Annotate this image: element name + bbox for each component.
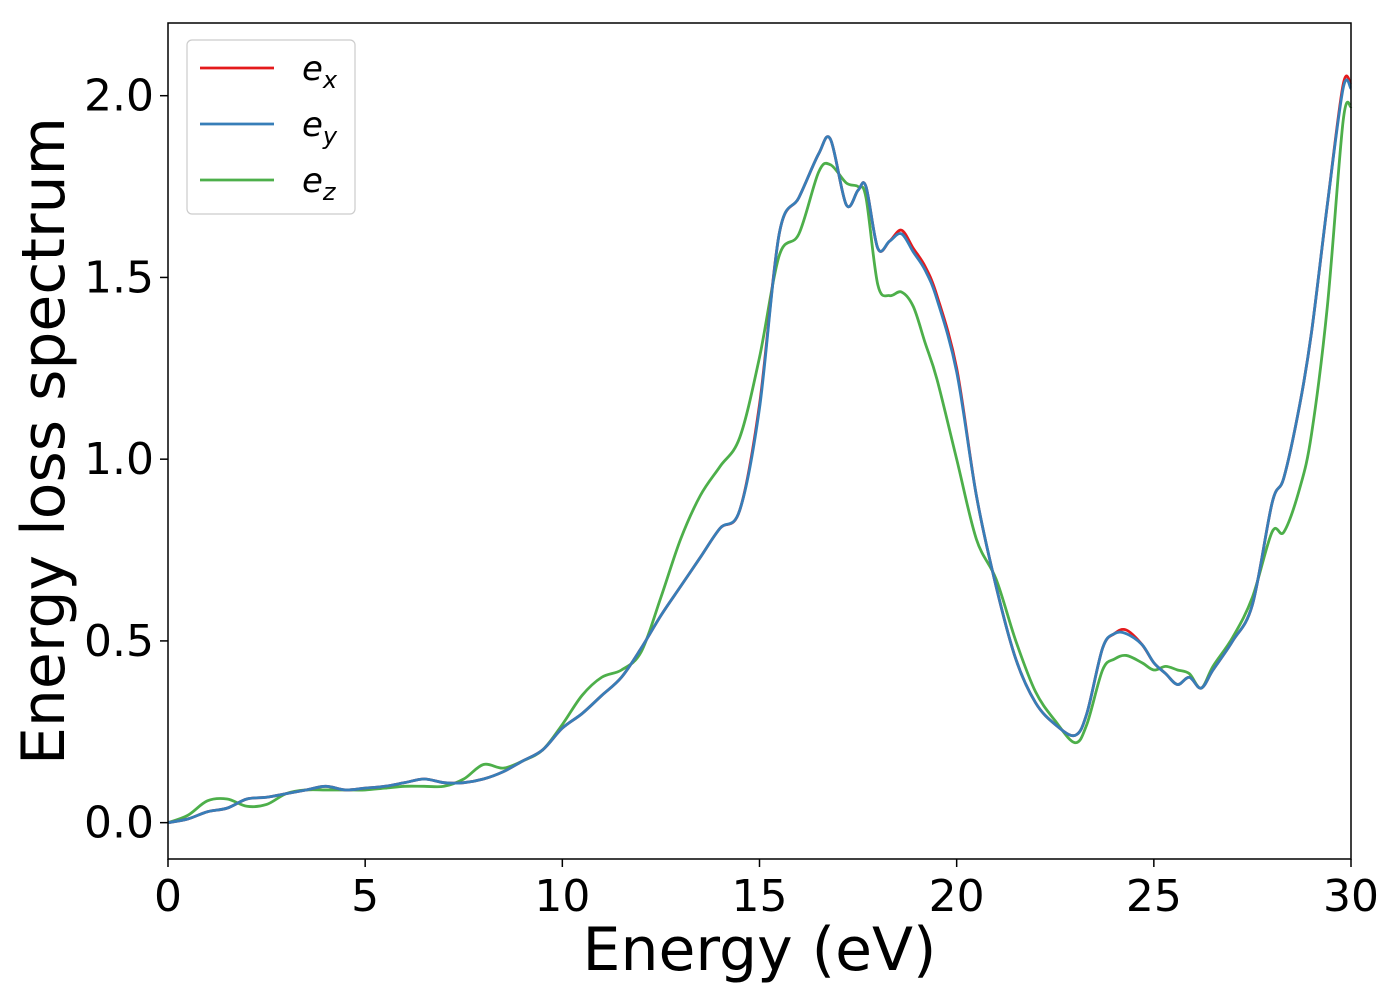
x-tick-label: 30 <box>1323 871 1379 922</box>
legend-frame <box>186 39 356 215</box>
legend-label-x: ex <box>302 49 338 94</box>
series-layer <box>167 74 1353 825</box>
x-tick-label: 15 <box>732 871 788 922</box>
x-tick-label: 25 <box>1126 871 1182 922</box>
x-tick-label: 0 <box>154 871 182 922</box>
x-axis-label: Energy (eV) <box>583 915 937 985</box>
legend: ex ey ez <box>186 39 356 215</box>
legend-label-y: ey <box>302 105 338 150</box>
x-tick-label: 20 <box>929 871 985 922</box>
series-line-z <box>167 100 1353 824</box>
legend-items: ex ey ez <box>200 49 338 206</box>
x-tick-label: 5 <box>351 871 379 922</box>
y-tick-label: 0.5 <box>84 616 154 667</box>
y-axis-label: Energy loss spectrum <box>9 117 79 765</box>
x-tick-label: 10 <box>534 871 590 922</box>
series-line-y <box>167 78 1353 825</box>
y-tick-label: 0.0 <box>84 798 154 849</box>
y-tick-label: 1.0 <box>84 434 154 485</box>
y-axis-ticks: 0.0 0.5 1.0 1.5 2.0 <box>84 71 168 849</box>
y-tick-label: 1.5 <box>84 252 154 303</box>
x-axis-ticks: 0 5 10 15 20 25 30 <box>154 859 1379 922</box>
y-tick-label: 2.0 <box>84 71 154 122</box>
legend-label-z: ez <box>302 161 337 206</box>
